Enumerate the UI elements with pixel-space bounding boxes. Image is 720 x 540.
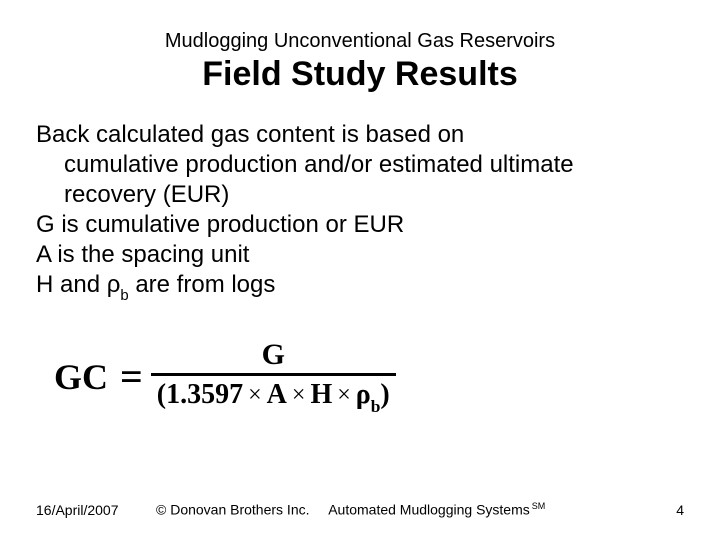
- den-h: H: [310, 379, 332, 410]
- footer-page-number: 4: [644, 502, 684, 518]
- slide-title: Field Study Results: [36, 55, 684, 94]
- equation-denominator: (1.3597×A×H×ρb): [151, 373, 396, 414]
- den-constant: 1.3597: [166, 379, 243, 410]
- den-times-2: ×: [287, 382, 311, 408]
- body-paragraph-3: A is the spacing unit: [36, 240, 684, 270]
- body-p4-subscript: b: [120, 288, 128, 304]
- den-rho-sub: b: [371, 397, 381, 416]
- equation: GC = G (1.3597×A×H×ρb): [54, 339, 684, 413]
- den-a: A: [267, 379, 287, 410]
- body-p4-prefix: H and ρ: [36, 271, 120, 298]
- footer-copyright: © Donovan Brothers Inc.: [156, 502, 310, 518]
- body-p4-suffix: are from logs: [129, 271, 276, 298]
- den-times-1: ×: [243, 382, 267, 408]
- den-rho: ρ: [356, 379, 371, 410]
- den-times-3: ×: [332, 382, 356, 408]
- equation-equals: =: [120, 353, 143, 400]
- footer-sm-mark: SM: [532, 501, 546, 511]
- equation-numerator: G: [242, 339, 305, 373]
- body-paragraph-1: Back calculated gas content is based on …: [36, 120, 684, 210]
- body-p1-line3: recovery (EUR): [64, 180, 684, 210]
- footer-middle: © Donovan Brothers Inc. Automated Mudlog…: [156, 501, 644, 518]
- den-open-paren: (: [157, 379, 166, 410]
- slide-pretitle: Mudlogging Unconventional Gas Reservoirs: [36, 30, 684, 53]
- body-p1-line1: Back calculated gas content is based on: [36, 121, 464, 148]
- body-paragraph-2: G is cumulative production or EUR: [36, 210, 684, 240]
- slide-body: Back calculated gas content is based on …: [36, 120, 684, 303]
- den-close-paren: ): [380, 379, 389, 410]
- slide-footer: 16/April/2007 © Donovan Brothers Inc. Au…: [0, 501, 720, 518]
- slide: Mudlogging Unconventional Gas Reservoirs…: [0, 0, 720, 540]
- body-paragraph-4: H and ρb are from logs: [36, 270, 684, 303]
- footer-date: 16/April/2007: [36, 502, 156, 518]
- equation-fraction: G (1.3597×A×H×ρb): [151, 339, 396, 413]
- equation-lhs: GC: [54, 356, 108, 398]
- body-p1-line2: cumulative production and/or estimated u…: [64, 150, 684, 180]
- footer-system: Automated Mudlogging Systems: [328, 502, 530, 518]
